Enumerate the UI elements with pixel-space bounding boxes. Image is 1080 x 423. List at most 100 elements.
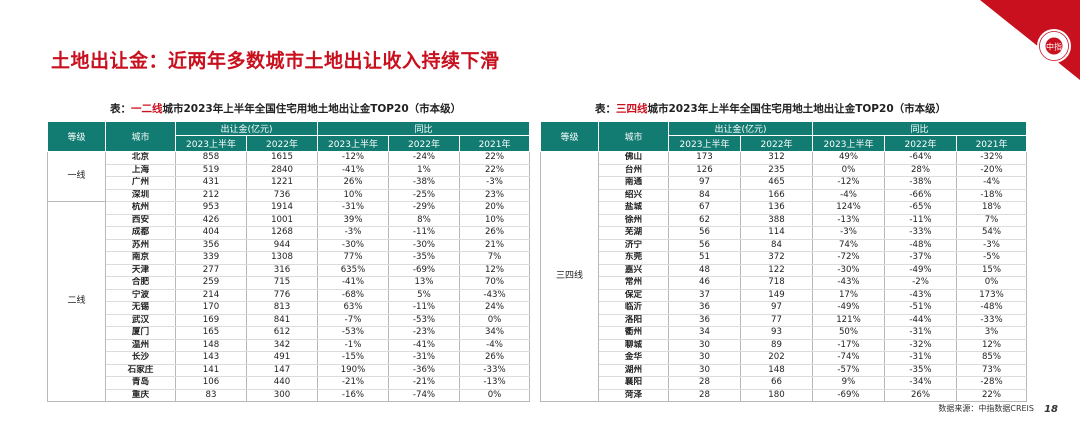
revenue-2023h1-cell: 28 [668,376,741,390]
yoy-2021-cell: 85% [955,351,1028,365]
revenue-2023h1-cell: 36 [668,301,741,315]
revenue-2023h1-cell: 46 [668,276,741,290]
yoy-2022-cell: -66% [884,189,957,202]
yoy-2021-cell: 15% [955,264,1028,277]
table-row: 天津 277 316 635% -69% 12% [48,264,531,277]
yoy-2021-cell: -48% [955,301,1028,315]
yoy-2022-cell: -44% [884,314,957,327]
revenue-2023h1-cell: 56 [668,226,741,240]
revenue-2022-cell: 202 [740,351,813,365]
city-cell: 武汉 [105,314,176,327]
revenue-2022-cell: 715 [246,276,318,290]
city-cell: 聊城 [598,339,669,352]
yoy-2022-cell: -29% [388,201,460,215]
table-body: 一线 北京 858 1615 -12% -24% 22% 上海 519 2840 -41% 1% 22%… [47,151,531,402]
revenue-2023h1-cell: 84 [668,189,741,202]
table-row: 徐州 62 388 -13% -11% 7% [541,214,1028,227]
yoy-2022-cell: -11% [884,214,957,227]
yoy-2021-cell: 22% [955,389,1028,402]
revenue-2022-cell: 122 [740,264,813,277]
revenue-2022-cell: 235 [740,164,813,177]
table-row: 武汉 169 841 -7% -53% 0% [48,314,531,327]
brand-logo-icon: 中指 [980,0,1080,80]
revenue-2022-cell: 180 [740,389,813,402]
revenue-2023h1-cell: 97 [668,176,741,190]
table-row: 深圳 212 736 10% -25% 23% [48,189,531,202]
yoy-2022-cell: -53% [388,314,460,327]
yoy-2021-cell: 10% [458,214,531,227]
table-row: 宁波 214 776 -68% 5% -43% [48,289,531,302]
yoy-2021-cell: 0% [458,314,531,327]
yoy-2023h1-cell: -3% [812,226,885,240]
header-city: 城市 [105,121,176,152]
city-cell: 青岛 [105,376,176,390]
revenue-2023h1-cell: 170 [175,301,247,315]
city-cell: 广州 [105,176,176,190]
revenue-2022-cell: 718 [740,276,813,290]
yoy-2023h1-cell: -57% [812,364,885,377]
header-yoy-2022: 2022年 [388,135,460,152]
yoy-2023h1-cell: -30% [317,239,389,252]
revenue-2022-cell: 1268 [246,226,318,240]
header-revenue-2023h1: 2023上半年 [668,135,741,152]
revenue-2022-cell: 2840 [246,164,318,177]
header-yoy-2023h1: 2023上半年 [317,135,389,152]
table-row: 南京 339 1308 77% -35% 7% [48,251,531,265]
city-cell: 北京 [105,151,176,165]
revenue-2023h1-cell: 356 [175,239,247,252]
header-revenue-2023h1: 2023上半年 [175,135,247,152]
yoy-2023h1-cell: -15% [317,351,389,365]
yoy-2023h1-cell: -21% [317,376,389,390]
table-row: 东莞 51 372 -72% -37% -5% [541,251,1028,265]
table-row: 南通 97 465 -12% -38% -4% [541,176,1028,190]
yoy-2022-cell: 1% [388,164,460,177]
city-cell: 绍兴 [598,189,669,202]
yoy-2023h1-cell: 26% [317,176,389,190]
revenue-2022-cell: 776 [246,289,318,302]
revenue-2022-cell: 84 [740,239,813,252]
yoy-2022-cell: -74% [388,389,460,402]
header-yoy-2021: 2021年 [955,135,1028,152]
city-cell: 佛山 [598,151,669,165]
table-row: 菏泽 28 180 -69% 26% 22% [541,389,1028,402]
yoy-2021-cell: 23% [458,189,531,202]
page-number: 18 [1044,404,1058,415]
revenue-2023h1-cell: 259 [175,276,247,290]
tier-label: 一线 [47,151,106,202]
city-cell: 芜湖 [598,226,669,240]
yoy-2022-cell: -36% [388,364,460,377]
tier-label: 三四线 [540,151,599,402]
svg-text:中指: 中指 [1046,42,1062,52]
city-cell: 上海 [105,164,176,177]
yoy-2023h1-cell: 63% [317,301,389,315]
yoy-2021-cell: 24% [458,301,531,315]
revenue-2023h1-cell: 953 [175,201,247,215]
yoy-2021-cell: 7% [955,214,1028,227]
yoy-2022-cell: -35% [884,364,957,377]
city-cell: 衢州 [598,326,669,340]
revenue-2023h1-cell: 51 [668,251,741,265]
table-row: 厦门 165 612 -53% -23% 34% [48,326,531,340]
yoy-2023h1-cell: -41% [317,164,389,177]
city-cell: 无锡 [105,301,176,315]
yoy-2021-cell: 12% [955,339,1028,352]
city-cell: 嘉兴 [598,264,669,277]
revenue-2023h1-cell: 339 [175,251,247,265]
yoy-2021-cell: -43% [458,289,531,302]
yoy-2023h1-cell: -1% [317,339,389,352]
yoy-2021-cell: -3% [458,176,531,190]
corner-logo-banner: 中指 [980,0,1080,80]
yoy-2022-cell: -43% [884,289,957,302]
yoy-2023h1-cell: -72% [812,251,885,265]
yoy-2022-cell: -49% [884,264,957,277]
right-table-caption: 表：三四线城市2023年上半年全国住宅用地土地出让金TOP20（市本级） [595,103,947,115]
yoy-2022-cell: -30% [388,239,460,252]
table-row: 洛阳 36 77 121% -44% -33% [541,314,1028,327]
table-row: 台州 126 235 0% 28% -20% [541,164,1028,177]
yoy-2022-cell: -65% [884,201,957,215]
city-cell: 成都 [105,226,176,240]
yoy-2022-cell: -31% [884,351,957,365]
yoy-2021-cell: -20% [955,164,1028,177]
yoy-2021-cell: 70% [458,276,531,290]
revenue-2023h1-cell: 148 [175,339,247,352]
